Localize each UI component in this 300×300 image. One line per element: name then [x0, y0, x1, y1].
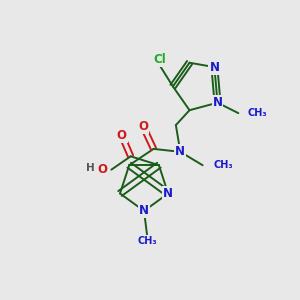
Text: CH₃: CH₃	[247, 108, 267, 118]
Text: O: O	[138, 120, 148, 133]
Text: N: N	[212, 96, 223, 109]
Text: CH₃: CH₃	[137, 236, 157, 246]
Text: O: O	[97, 163, 107, 176]
Text: N: N	[209, 61, 219, 74]
Text: N: N	[139, 204, 149, 218]
Text: N: N	[175, 146, 185, 158]
Text: Cl: Cl	[153, 53, 166, 66]
Text: N: N	[163, 187, 173, 200]
Text: CH₃: CH₃	[213, 160, 233, 170]
Text: O: O	[117, 129, 127, 142]
Text: H: H	[86, 163, 95, 173]
